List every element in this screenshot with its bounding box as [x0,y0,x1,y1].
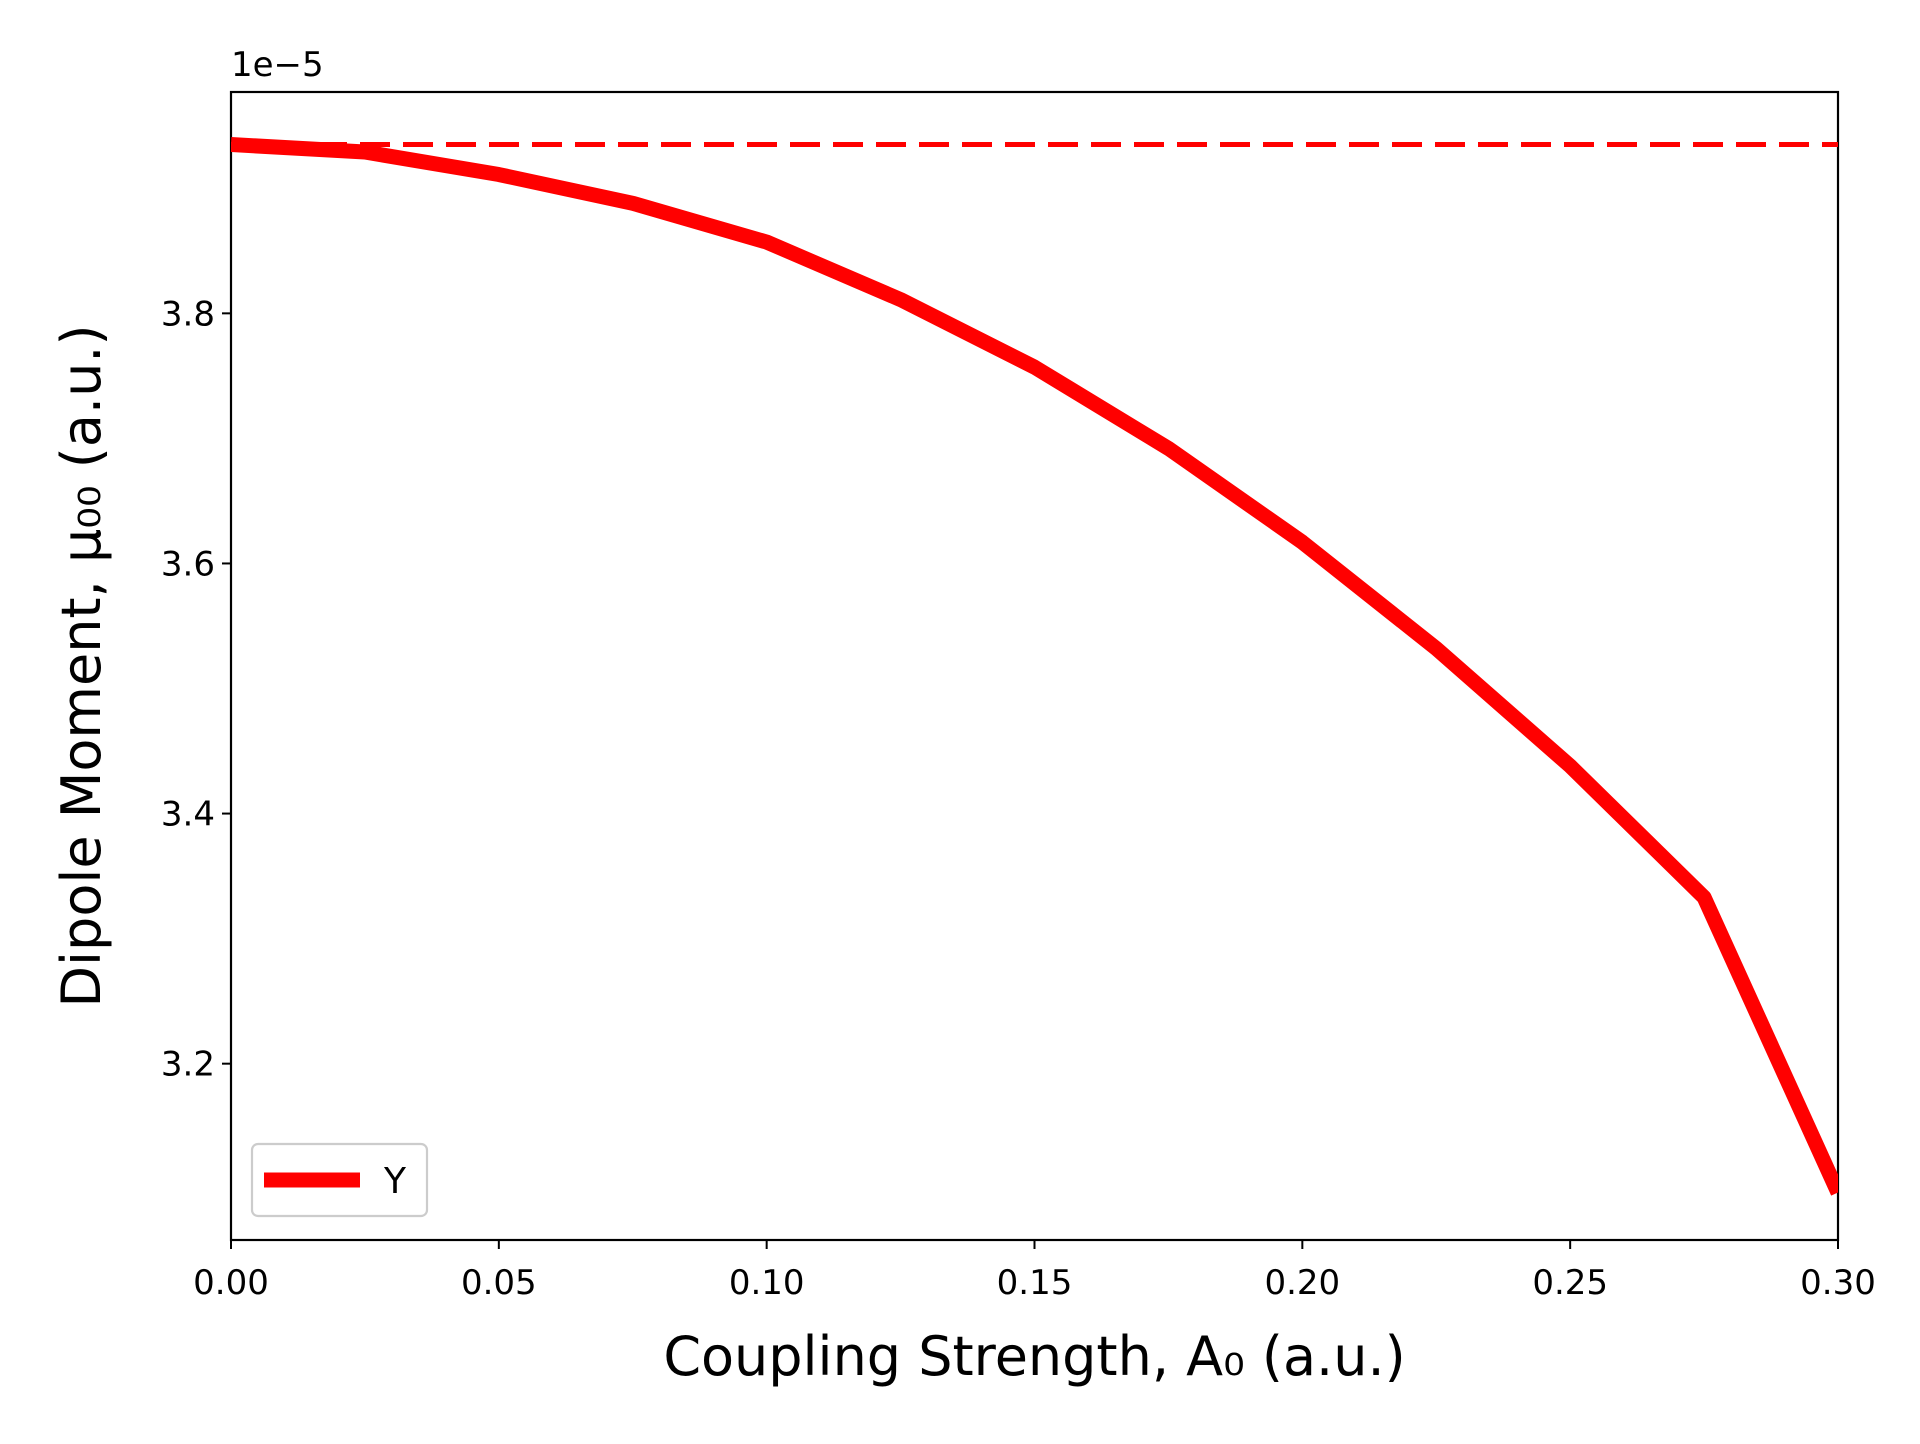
legend-label: Y [383,1161,407,1202]
series-line-y [231,137,1838,1196]
y-tick-label: 3.8 [161,294,215,334]
y-offset-label: 1e−5 [231,45,324,85]
x-tick-label: 0.10 [729,1263,805,1303]
y-tick-label: 3.2 [161,1045,215,1085]
axis-labels: 1e−5 Coupling Strength, A₀ (a.u.) Dipole M… [50,45,1406,1388]
x-tick-label: 0.25 [1532,1263,1608,1303]
y-tick-label: 3.6 [161,544,215,584]
plot-area [231,137,1838,1196]
x-tick-label: 0.15 [997,1263,1073,1303]
x-axis-label: Coupling Strength, A₀ (a.u.) [663,1325,1405,1388]
y-axis-label: Dipole Moment, μ₀₀ (a.u.) [50,324,113,1007]
axes-frame [229,90,1840,1242]
axes-group: 0.00 0.05 0.10 0.15 0.20 0.25 0.30 3.2 3.4 3.6 3.8 [161,90,1876,1303]
legend: Y [250,1142,429,1218]
x-tick-label: 0.05 [461,1263,537,1303]
x-tick-label: 0.00 [193,1263,269,1303]
y-tick-label: 3.4 [161,795,215,835]
x-tick-label: 0.30 [1800,1263,1876,1303]
x-tick-label: 0.20 [1264,1263,1340,1303]
